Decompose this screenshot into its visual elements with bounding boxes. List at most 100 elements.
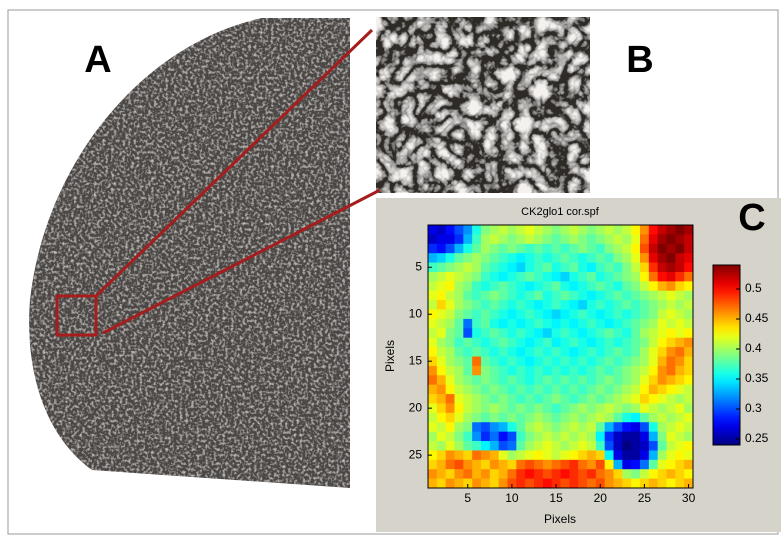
heatmap-cell (614, 450, 623, 460)
heatmap-cell (499, 310, 508, 320)
heatmap-cell (640, 319, 649, 329)
heatmap-cell (516, 357, 525, 367)
heatmap-cell (499, 375, 508, 385)
heatmap-cell (587, 450, 596, 460)
heatmap-cell (605, 291, 614, 301)
heatmap-cell (640, 385, 649, 395)
heatmap-cell (428, 479, 437, 489)
heatmap-cell (640, 281, 649, 291)
heatmap-cell (587, 413, 596, 423)
heatmap-cell (472, 460, 481, 470)
heatmap-cell (578, 366, 587, 376)
heatmap-cell (516, 422, 525, 432)
heatmap-cell (508, 263, 517, 273)
heatmap-cell (525, 357, 534, 367)
heatmap-cell (631, 225, 640, 235)
heatmap-cell (481, 281, 490, 291)
heatmap-cell (684, 263, 693, 273)
heatmap-cell (437, 338, 446, 348)
heatmap-cell (658, 263, 667, 273)
heatmap-cell (499, 338, 508, 348)
heatmap-cell (596, 291, 605, 301)
heatmap-cell (631, 319, 640, 329)
heatmap-cell (481, 422, 490, 432)
heatmap-cell (446, 272, 455, 282)
heatmap-cell (543, 422, 552, 432)
heatmap-cell (569, 432, 578, 442)
heatmap-cell (569, 385, 578, 395)
heatmap-cell (525, 347, 534, 357)
heatmap-cell (534, 338, 543, 348)
heatmap-cell (499, 272, 508, 282)
heatmap-cell (490, 328, 499, 338)
colorbar-tick-label: 0.35 (745, 371, 769, 385)
heatmap-cell (684, 347, 693, 357)
heatmap-cell (472, 357, 481, 367)
heatmap-cell (622, 225, 631, 235)
heatmap-cell (463, 366, 472, 376)
heatmap-cell (534, 234, 543, 244)
heatmap-cell (631, 366, 640, 376)
heatmap-cell (684, 244, 693, 254)
heatmap-cell (446, 338, 455, 348)
heatmap-cell (605, 432, 614, 442)
heatmap-cell (614, 281, 623, 291)
heatmap-cell (649, 366, 658, 376)
heatmap-cell (605, 450, 614, 460)
heatmap-cell (543, 450, 552, 460)
heatmap-cell (649, 347, 658, 357)
heatmap-cell (428, 319, 437, 329)
heatmap-cell (649, 422, 658, 432)
heatmap-cell (614, 272, 623, 282)
heatmap-cell (525, 263, 534, 273)
heatmap-cell (631, 357, 640, 367)
heatmap-cell (516, 310, 525, 320)
heatmap-cell (446, 422, 455, 432)
heatmap-cell (499, 479, 508, 489)
heatmap-cell (578, 338, 587, 348)
heatmap-cell (569, 310, 578, 320)
heatmap-cell (561, 357, 570, 367)
heatmap-cell (605, 263, 614, 273)
heatmap-cell (649, 225, 658, 235)
heatmap-cell (684, 375, 693, 385)
heatmap-cell (640, 253, 649, 263)
heatmap-cell (543, 357, 552, 367)
panel-label: A (84, 39, 111, 81)
heatmap-cell (561, 394, 570, 404)
heatmap-cell (667, 385, 676, 395)
heatmap-cell (667, 253, 676, 263)
heatmap-cell (667, 413, 676, 423)
heatmap-cell (437, 479, 446, 489)
heatmap-cell (446, 469, 455, 479)
heatmap-cell (658, 479, 667, 489)
heatmap-cell (552, 310, 561, 320)
heatmap-cell (631, 479, 640, 489)
heatmap-cell (675, 375, 684, 385)
heatmap-cell (649, 441, 658, 451)
heatmap-cell (561, 234, 570, 244)
heatmap-cell (534, 441, 543, 451)
heatmap-cell (569, 422, 578, 432)
heatmap-cell (543, 253, 552, 263)
heatmap-cell (596, 253, 605, 263)
heatmap-cell (499, 366, 508, 376)
heatmap-cell (525, 479, 534, 489)
heatmap-cell (472, 469, 481, 479)
heatmap-cell (658, 469, 667, 479)
heatmap-cell (622, 263, 631, 273)
heatmap-cell (587, 234, 596, 244)
heatmap-cell (561, 403, 570, 413)
heatmap-cell (428, 422, 437, 432)
heatmap-cell (631, 385, 640, 395)
heatmap-cell (684, 281, 693, 291)
heatmap-cell (631, 234, 640, 244)
heatmap-cell (675, 291, 684, 301)
heatmap-cell (605, 357, 614, 367)
heatmap-cell (684, 338, 693, 348)
heatmap-cell (499, 357, 508, 367)
x-tick-label: 5 (464, 491, 471, 505)
heatmap-cell (596, 441, 605, 451)
heatmap-cell (631, 291, 640, 301)
heatmap-cell (631, 347, 640, 357)
